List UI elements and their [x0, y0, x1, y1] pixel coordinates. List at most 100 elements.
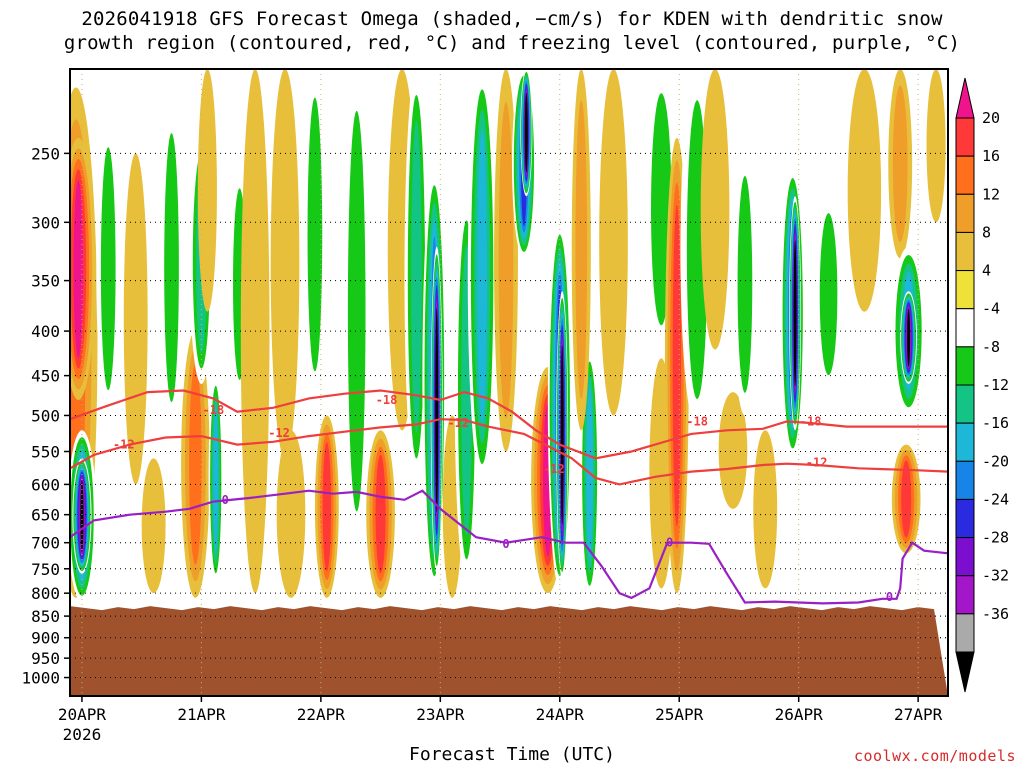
source-credit: coolwx.com/models	[853, 747, 1016, 765]
y-tick-label: 250	[31, 144, 60, 163]
chart-title-line1: 2026041918 GFS Forecast Omega (shaded, −…	[81, 8, 943, 30]
omega-shade	[793, 240, 797, 387]
omega-shade	[347, 110, 366, 512]
omega-shade	[123, 153, 148, 485]
omega-band	[159, 105, 184, 431]
colorbar-label: -32	[982, 567, 1009, 585]
contour-label: 0	[502, 537, 509, 551]
contour-label: -18	[203, 403, 225, 417]
omega-shade	[672, 204, 681, 527]
colorbar-swatch	[955, 270, 975, 310]
colorbar-swatch	[955, 613, 975, 653]
colorbar-swatch	[955, 308, 975, 348]
omega-band	[342, 69, 372, 554]
colorbar-swatch	[955, 384, 975, 424]
omega-shade	[700, 69, 730, 350]
colorbar-swatch	[955, 231, 975, 272]
omega-band	[467, 69, 497, 485]
contour-label: -12	[113, 438, 135, 452]
y-tick-label: 900	[31, 629, 60, 648]
y-tick-label: 650	[31, 506, 60, 525]
y-tick-label: 350	[31, 272, 60, 291]
omega-band	[430, 246, 443, 574]
colorbar-top-arrow	[955, 77, 975, 119]
contour-label: -12	[806, 455, 828, 469]
omega-band	[847, 69, 882, 312]
omega-band	[891, 444, 921, 554]
colorbar-label: -20	[982, 452, 1009, 470]
contour-label: -12	[543, 462, 565, 476]
colorbar-label: 8	[982, 223, 991, 241]
omega-shade	[926, 69, 946, 223]
omega-shade	[737, 176, 753, 393]
omega-shade	[276, 430, 306, 598]
colorbar-label: -36	[982, 605, 1009, 623]
omega-band	[181, 331, 210, 598]
y-tick-label: 700	[31, 534, 60, 553]
omega-shade	[322, 442, 331, 572]
omega-shade	[197, 69, 217, 312]
omega-band	[208, 375, 223, 584]
omega-band	[520, 69, 533, 197]
ground-terrain	[70, 606, 948, 696]
plot-border	[69, 68, 949, 697]
colorbar-swatch	[955, 498, 975, 539]
colorbar-swatch	[955, 537, 975, 577]
omega-shade	[164, 133, 179, 403]
omega-band	[571, 69, 591, 431]
omega-shade	[213, 406, 219, 554]
omega-band	[556, 291, 569, 579]
omega-band	[141, 458, 166, 594]
colorbar-label: 20	[982, 109, 1000, 127]
x-tick-label: 27APR	[894, 705, 943, 724]
contour-label: 0	[222, 493, 229, 507]
colorbar-swatch	[955, 460, 975, 500]
omega-shade	[718, 392, 748, 509]
colorbar-label: -12	[982, 376, 1009, 394]
colorbar-label: -16	[982, 414, 1009, 432]
colorbar-label: -8	[982, 338, 1000, 356]
omega-band	[494, 69, 518, 452]
omega-shade	[753, 430, 778, 589]
x-tick-sublabel: 2026	[63, 725, 102, 744]
omega-band	[599, 69, 628, 416]
omega-band	[753, 430, 778, 589]
x-tick-label: 21APR	[177, 705, 226, 724]
x-tick-label: 23APR	[416, 705, 465, 724]
contour-zero	[69, 489, 949, 605]
colorbar-swatch	[955, 155, 975, 195]
omega-shade	[524, 92, 528, 173]
omega-band	[314, 415, 339, 598]
colorbar-swatch	[955, 346, 975, 386]
contour-label: -18	[686, 414, 708, 428]
colorbar-label: -28	[982, 529, 1009, 547]
y-axis: 250 300 350 400 450 500 550 600 650 700 750 800 850 9…	[21, 144, 70, 688]
y-tick-label: 550	[31, 443, 60, 462]
contour-minus12	[69, 418, 949, 486]
contour-minus18	[69, 389, 948, 460]
omega-shade	[80, 479, 84, 553]
y-tick-label: 500	[31, 406, 60, 425]
omega-band	[197, 69, 217, 312]
colorbar-label: 12	[982, 185, 1000, 203]
contour-label: -12	[447, 416, 469, 430]
x-tick-label: 26APR	[775, 705, 824, 724]
contour-label: 0	[666, 536, 673, 550]
omega-band	[700, 69, 730, 350]
omega-shade	[73, 180, 84, 358]
colorbar-swatch	[955, 193, 975, 233]
y-tick-label: 300	[31, 213, 60, 232]
omega-shade	[819, 213, 838, 376]
contour-label: -18	[800, 414, 822, 428]
x-tick-label: 25APR	[655, 705, 704, 724]
omega-band	[302, 69, 327, 401]
x-tick-label: 24APR	[536, 705, 585, 724]
omega-band	[814, 196, 843, 393]
omega-shade	[477, 129, 488, 424]
omega-band	[123, 153, 148, 485]
colorbar-bottom-arrow	[955, 651, 975, 693]
omega-shade	[189, 364, 202, 565]
omega-shade	[411, 120, 422, 433]
